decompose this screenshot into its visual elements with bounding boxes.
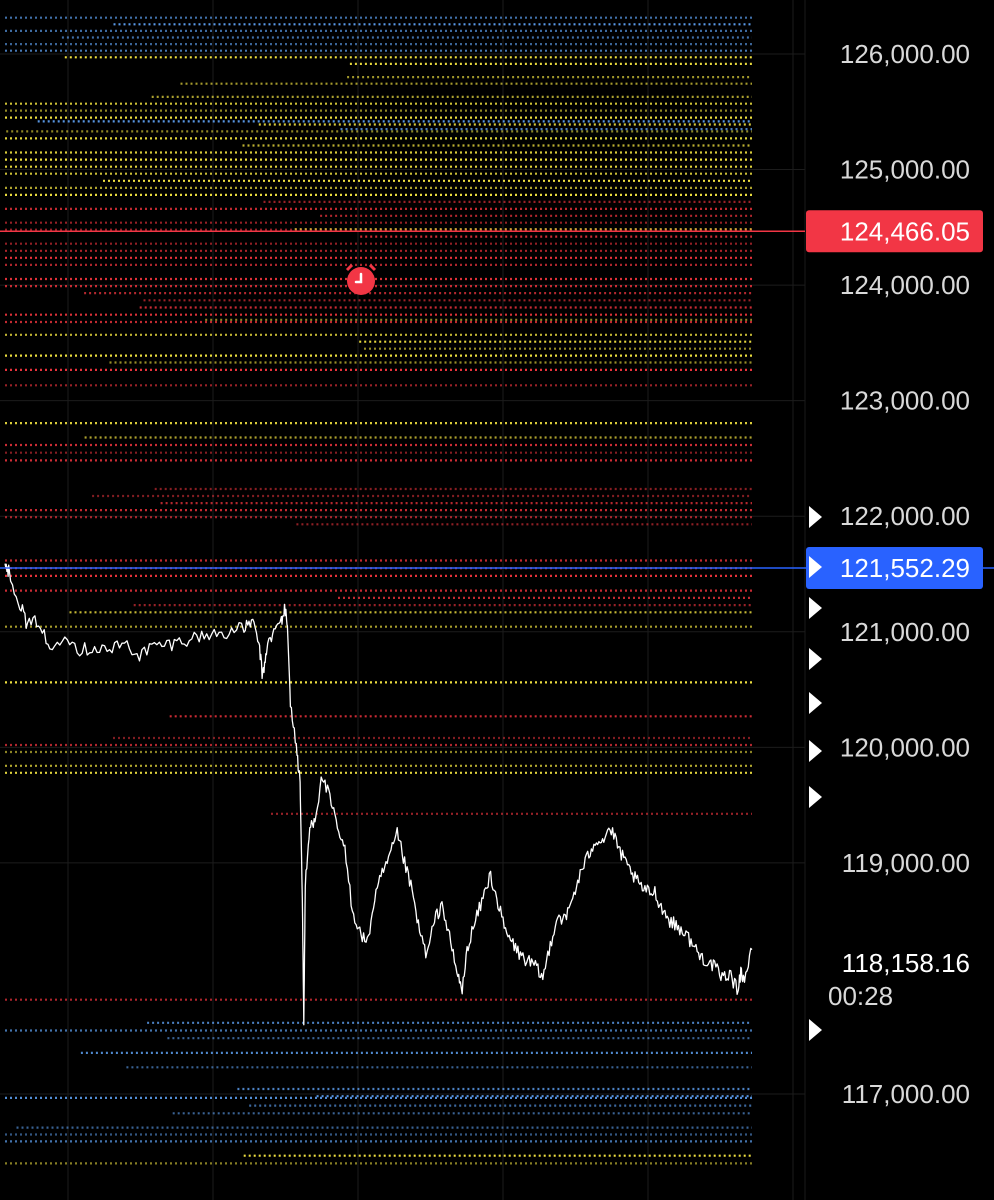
marker-triangle-shape [809, 1019, 822, 1041]
liquidity-band-red [5, 299, 752, 324]
liquidity-band-yellow [5, 1154, 752, 1165]
candle-countdown-label: 00:28 [828, 981, 893, 1011]
alarm-bells [345, 263, 377, 272]
play-triangle-icon[interactable] [809, 740, 822, 762]
price-tick-label: 124,000.00 [840, 270, 970, 300]
play-triangle-icon[interactable] [809, 1019, 822, 1041]
marker-triangle-shape [809, 740, 822, 762]
play-triangle-icon[interactable] [809, 692, 822, 714]
liquidity-band-yellow [5, 750, 752, 774]
liquidity-band-blue [37, 120, 752, 131]
marker-triangle-shape [809, 556, 822, 578]
play-triangle-icon[interactable] [809, 648, 822, 670]
last-price-label: 118,158.16 [842, 948, 970, 978]
liquidity-band-red [5, 487, 752, 526]
liquidity-band-blue [5, 1021, 752, 1040]
alarm-clock-icon[interactable] [345, 263, 377, 295]
play-triangle-icon[interactable] [809, 556, 822, 578]
alert-price-badge-bg [806, 210, 983, 253]
liquidity-band-yellow [5, 611, 752, 628]
marker-triangle-shape [809, 786, 822, 808]
price-tick-label: 123,000.00 [840, 386, 970, 416]
liquidity-bands [5, 16, 752, 1165]
liquidity-band-red [5, 368, 752, 387]
liquidity-band-yellow [5, 333, 752, 364]
liquidity-band-yellow [5, 422, 752, 439]
liquidity-band-red [5, 589, 752, 607]
current-price-badge[interactable]: 121,552.29 [806, 546, 983, 589]
marker-triangle-shape [809, 692, 822, 714]
price-tick-label: 126,000.00 [840, 39, 970, 69]
play-triangle-icon[interactable] [809, 597, 822, 619]
current-price-badge-bg [806, 546, 983, 589]
price-tick-label: 119,000.00 [842, 848, 970, 878]
price-line [4, 563, 753, 1026]
liquidity-band-red [5, 443, 752, 462]
play-triangle-icon[interactable] [809, 506, 822, 528]
alert-price-badge[interactable]: 124,466.05 [806, 210, 983, 253]
price-series [4, 563, 753, 1026]
grid-layer [0, 0, 806, 1200]
liquidity-band-blue [237, 1087, 752, 1098]
alarm-hands [354, 272, 363, 284]
alert-price-label: 124,466.05 [840, 216, 970, 246]
liquidity-band-blue [5, 16, 752, 52]
liquidity-band-red [5, 235, 752, 295]
liquidity-band-blue [5, 1096, 752, 1115]
play-triangle-icon[interactable] [809, 786, 822, 808]
liquidity-band-yellow [5, 102, 752, 133]
price-axis[interactable]: 126,000.00 125,000.00 124,000.00 123,000.00… [806, 39, 983, 1109]
current-price-label: 121,552.29 [840, 553, 970, 583]
liquidity-band-yellow [64, 56, 752, 99]
marker-triangle-shape [809, 597, 822, 619]
price-tick-label: 122,000.00 [840, 501, 970, 531]
price-tick-label: 121,000.00 [840, 617, 970, 647]
price-tick-label: 117,000.00 [842, 1079, 970, 1109]
marker-triangle-shape [809, 648, 822, 670]
liquidity-band-yellow [5, 137, 752, 196]
marker-triangle-shape [809, 506, 822, 528]
price-tick-label: 125,000.00 [840, 155, 970, 185]
liquidity-band-red [113, 715, 752, 740]
price-tick-label: 120,000.00 [840, 732, 970, 762]
liquidity-band-red [5, 200, 752, 231]
liquidity-band-blue [80, 1051, 752, 1069]
liquidity-band-blue [5, 1126, 752, 1143]
